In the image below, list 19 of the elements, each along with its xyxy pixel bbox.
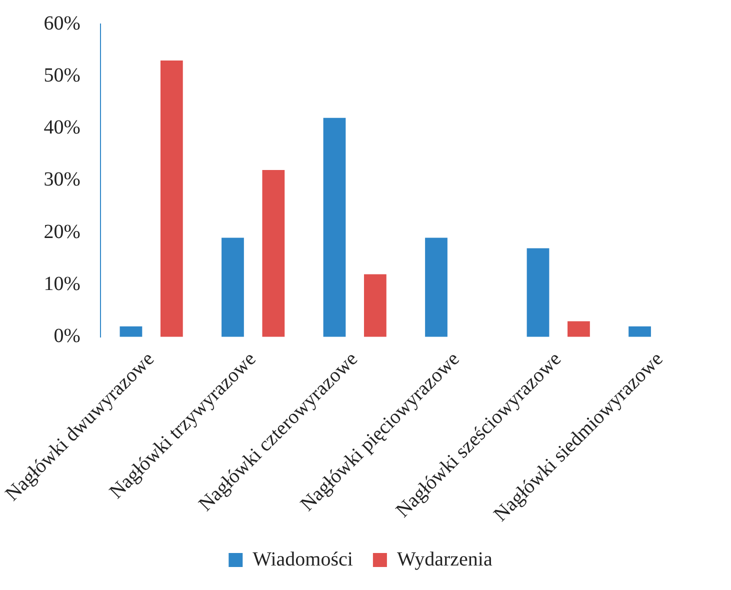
bar <box>364 274 386 337</box>
bar <box>526 248 550 337</box>
bar <box>323 118 346 337</box>
y-tick-label: 20% <box>44 220 80 243</box>
legend-label: Wiadomości <box>252 548 354 570</box>
y-tick-label: 30% <box>44 168 80 191</box>
bar <box>568 321 590 337</box>
y-tick-label: 0% <box>54 325 80 348</box>
y-tick-label: 50% <box>44 64 80 86</box>
bar <box>222 238 244 337</box>
bar <box>262 170 285 337</box>
y-tick-label: 10% <box>44 272 80 295</box>
bar <box>425 238 448 337</box>
bar <box>160 60 183 337</box>
y-tick-label: 60% <box>44 12 80 34</box>
bar <box>120 326 142 337</box>
y-tick-label: 40% <box>44 116 80 139</box>
legend-label: Wydarzenia <box>396 548 492 570</box>
bar <box>628 326 651 337</box>
